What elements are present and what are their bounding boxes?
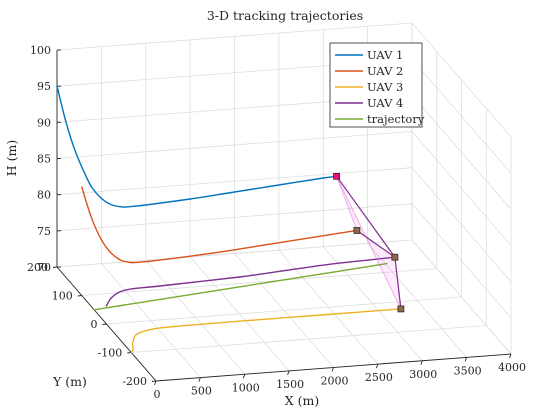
sidewall-grid-z — [411, 203, 512, 319]
formation-link — [336, 175, 396, 258]
chart-title: 3-D tracking trajectories — [207, 8, 363, 23]
y-tick-mark — [77, 295, 82, 297]
x-tick-mark — [198, 377, 201, 382]
z-tick-label: 90 — [37, 116, 51, 129]
backwall-grid-z — [56, 167, 413, 196]
series-line-uav-4 — [105, 256, 396, 307]
x-tick-label: 1000 — [232, 381, 260, 394]
backwall-grid-z — [56, 203, 413, 232]
legend-label: UAV 4 — [367, 96, 403, 110]
legend-label: trajectory — [367, 112, 425, 126]
x-tick-mark — [464, 357, 468, 362]
sidewall-grid-z — [411, 131, 512, 246]
series-line-uav-1 — [56, 85, 338, 208]
z-tick-label: 95 — [37, 80, 51, 93]
x-tick-label: 4000 — [498, 361, 526, 374]
series-layer — [56, 85, 402, 354]
axes-box — [52, 49, 512, 386]
y-axis-label: Y (m) — [52, 374, 87, 389]
x-tick-label: 500 — [191, 385, 212, 398]
formation-link — [394, 257, 402, 309]
z-tick-label: 100 — [30, 44, 51, 57]
z-tick-label: 75 — [37, 225, 51, 238]
x-tick-label: 3000 — [409, 368, 437, 381]
sidewall-grid-z — [411, 167, 512, 282]
x-tick-label: 3500 — [454, 364, 482, 377]
y-tick-label: -100 — [98, 347, 123, 360]
floor-grid-y — [131, 325, 487, 353]
sidewall-grid-z — [411, 239, 512, 355]
legend-box — [329, 42, 423, 128]
series-line-uav-3 — [130, 308, 402, 354]
end-marker — [333, 172, 341, 180]
x-tick-mark — [154, 380, 157, 386]
sidewall-grid-z — [411, 22, 512, 138]
floor-grid-y — [81, 268, 437, 296]
formation-link — [356, 230, 396, 258]
backwall-grid-z — [56, 239, 413, 268]
series-line-uav-2 — [81, 186, 358, 264]
marker-layer — [333, 172, 405, 313]
z-axis-label: H (m) — [4, 140, 19, 176]
backwall-grid-z — [56, 131, 413, 159]
y-tick-label: 100 — [52, 290, 73, 303]
series-line-trajectory — [93, 262, 388, 311]
x-tick-mark — [375, 363, 379, 369]
y-tick-label: 0 — [91, 318, 98, 331]
backwall-grid-z — [56, 22, 413, 51]
y-tick-mark — [52, 266, 58, 268]
x-tick-label: 2500 — [365, 371, 393, 384]
z-tick-label: 70 — [37, 261, 51, 274]
legend-label: UAV 3 — [367, 80, 403, 94]
x-tick-mark — [242, 374, 246, 379]
legend-label: UAV 2 — [367, 64, 403, 78]
formation-area — [336, 176, 402, 310]
x-tick-label: 2000 — [321, 375, 349, 388]
floor-grid-y — [106, 296, 462, 325]
legend-label: UAV 1 — [367, 48, 403, 62]
x-tick-label: 0 — [154, 388, 161, 401]
x-tick-label: 1500 — [276, 378, 304, 391]
tick-labels: 0 500 1000 1500 2000 2500 3000 3500 4000-200-100… — [27, 44, 526, 401]
sidewall-grid-z — [411, 95, 512, 210]
z-tick-label: 80 — [37, 189, 51, 202]
sidewall-grid-z — [411, 58, 512, 174]
end-marker — [391, 253, 399, 261]
x-tick-mark — [509, 353, 512, 359]
y-tick-label: 200 — [27, 261, 48, 274]
x-tick-mark — [287, 370, 290, 376]
y-tick-mark — [102, 323, 107, 325]
end-marker — [397, 305, 405, 313]
z-tick-label: 85 — [37, 153, 51, 166]
grid-layer — [56, 22, 512, 382]
x-tick-mark — [420, 360, 423, 365]
x-tick-mark — [331, 367, 334, 372]
legend: UAV 1 UAV 2 UAV 3 UAV 4 trajectory — [329, 42, 425, 128]
y-tick-label: -200 — [122, 375, 147, 388]
end-marker — [353, 227, 361, 234]
x-axis-label: X (m) — [285, 393, 319, 408]
y-tick-mark — [151, 380, 157, 382]
